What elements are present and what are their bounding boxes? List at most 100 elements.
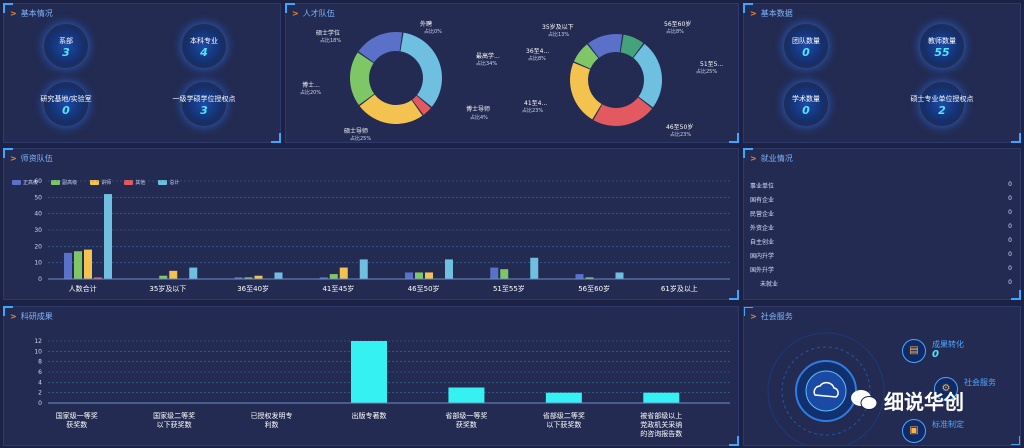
bar[interactable]	[415, 272, 423, 279]
d1-pct-5: 占比18%	[320, 38, 342, 44]
d1-pct-3: 占比25%	[350, 136, 372, 142]
legend-item[interactable]: 讲师	[90, 179, 111, 186]
research-panel: > 科研成果 0 2 4 6 8 10 12 国家级一等奖获奖数 国家级二等奖以下获奖数 已授权发明…	[3, 306, 739, 446]
y-tick-label: 12	[34, 338, 42, 345]
stat-teachers[interactable]: 教师数量 55	[920, 24, 964, 68]
bar[interactable]	[274, 272, 283, 279]
bar[interactable]	[448, 387, 485, 404]
d1-label-2: 博士导师	[466, 106, 491, 113]
y-tick-label: 60	[34, 178, 42, 185]
basic-data-title: > 基本数据	[750, 9, 793, 18]
bar[interactable]	[405, 272, 413, 279]
employment-row: 国内升学 0	[750, 251, 1012, 260]
arrow-icon: >	[750, 9, 757, 18]
bar[interactable]	[500, 269, 509, 279]
bar[interactable]	[329, 274, 338, 279]
bar[interactable]	[189, 267, 198, 279]
arrow-icon: >	[10, 154, 17, 163]
d2-label-4: 36至4...	[526, 48, 550, 55]
social-service-title: > 社会服务	[750, 312, 793, 321]
x-tick-label: 41至45岁	[322, 284, 354, 293]
stat-teams[interactable]: 团队数量 0	[784, 24, 828, 68]
x-tick-label: 35岁及以下	[149, 284, 186, 293]
stat-labs[interactable]: 研究基地/实验室 0	[40, 82, 92, 126]
layers-icon: ▤	[902, 339, 926, 363]
legend-swatch	[12, 180, 21, 185]
employment-row: 未就业 0	[760, 279, 1012, 288]
bar[interactable]	[425, 272, 433, 279]
y-tick-label: 50	[34, 194, 42, 201]
bar[interactable]	[359, 259, 368, 279]
y-tick-label: 20	[34, 243, 42, 250]
donut-slice[interactable]	[573, 44, 599, 69]
basic-info-panel: > 基本情况 系部 3 本科专业 4 研究基地/实验室 0 一级学硕学位授权点 3	[3, 3, 281, 143]
donut-slice[interactable]	[358, 32, 403, 63]
bar[interactable]	[104, 194, 112, 279]
x-tick-label: 46至50岁	[408, 284, 440, 293]
social-service-panel: > 社会服务 ▤ 成果转化 0 ⚙ 社会服务 ▣ 标准制定	[743, 306, 1021, 446]
legend-item[interactable]: 总计	[158, 179, 179, 186]
bar[interactable]	[445, 259, 453, 279]
donut-slice[interactable]	[588, 34, 623, 58]
bar[interactable]	[74, 251, 82, 279]
y-tick-label: 30	[34, 227, 42, 234]
legend-item[interactable]: 正高级	[12, 179, 38, 186]
bar[interactable]	[234, 277, 243, 279]
x-tick-label: 51至55岁	[493, 284, 525, 293]
stat-degree-points[interactable]: 一级学硕学位授权点 3	[173, 82, 236, 126]
donut-slice[interactable]	[359, 94, 423, 124]
bar[interactable]	[244, 277, 253, 279]
donut-slice[interactable]	[593, 97, 653, 126]
donut-slice[interactable]	[570, 62, 602, 120]
stat-academic[interactable]: 学术数量 0	[784, 82, 828, 126]
bar[interactable]	[94, 277, 102, 279]
y-tick-label: 10	[34, 260, 42, 267]
bar[interactable]	[339, 267, 348, 279]
donut-slice[interactable]	[620, 34, 644, 58]
bar[interactable]	[254, 275, 263, 279]
arrow-icon: >	[10, 312, 17, 321]
d1-label-3: 硕士导师	[344, 128, 369, 135]
y-tick-label: 6	[38, 369, 42, 376]
legend-item[interactable]: 其他	[124, 179, 145, 186]
x-tick-label: 出版专著数	[352, 411, 387, 420]
bar[interactable]	[169, 270, 178, 279]
legend-swatch	[51, 180, 61, 185]
bar[interactable]	[643, 392, 680, 403]
x-tick-label: 56至60岁	[578, 284, 610, 293]
d2-pct-3: 占比23%	[522, 108, 544, 114]
d2-label-3: 41至4...	[524, 100, 548, 107]
wrench-icon: ⚙	[934, 377, 958, 401]
d1-label-4: 博士...	[302, 82, 320, 89]
employment-row: 外资企业 0	[750, 223, 1012, 232]
bar[interactable]	[490, 267, 499, 279]
d1-pct-1: 占比34%	[476, 61, 498, 67]
d2-label-1: 51至5...	[700, 61, 724, 68]
employment-row: 国有企业 0	[750, 195, 1012, 204]
bar[interactable]	[530, 257, 539, 279]
bar[interactable]	[84, 249, 92, 279]
basic-data-panel: > 基本数据 团队数量 0 教师数量 55 学术数量 0 硕士专业单位授权点 2	[743, 3, 1021, 143]
bar[interactable]	[615, 272, 624, 279]
bar[interactable]	[575, 274, 584, 279]
bar[interactable]	[585, 277, 594, 279]
arrow-icon: >	[10, 9, 17, 18]
bar[interactable]	[319, 277, 328, 279]
donut-slice[interactable]	[633, 43, 662, 108]
donut-slice[interactable]	[412, 95, 431, 115]
stat-departments[interactable]: 系部 3	[44, 24, 88, 68]
stat-master-points[interactable]: 硕士专业单位授权点 2	[911, 82, 974, 126]
employment-row: 民营企业 0	[750, 209, 1012, 218]
stat-majors[interactable]: 本科专业 4	[182, 24, 226, 68]
donut-slice[interactable]	[400, 32, 442, 107]
donut-slice[interactable]	[350, 52, 375, 106]
age-donut-chart	[570, 34, 662, 126]
legend-item[interactable]: 副高级	[51, 179, 77, 186]
bar[interactable]	[545, 392, 582, 403]
bar[interactable]	[159, 275, 168, 279]
d2-pct-4: 占比8%	[528, 56, 546, 62]
x-tick-label: 国家级一等奖获奖数	[56, 411, 98, 429]
bar[interactable]	[64, 252, 72, 279]
d1-label-5: 硕士学位	[316, 30, 341, 37]
bar[interactable]	[351, 341, 387, 403]
